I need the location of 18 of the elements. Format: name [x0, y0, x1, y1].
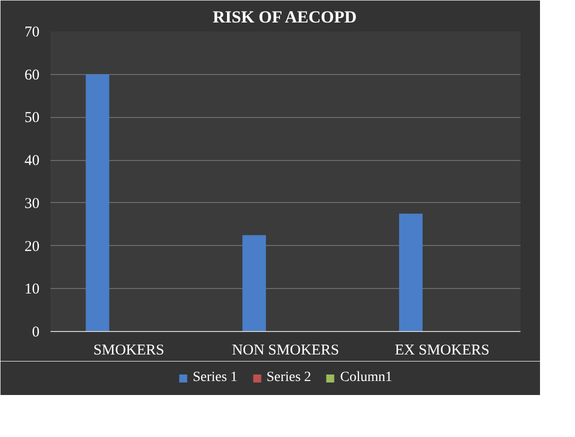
y-tick-label: 30 [24, 196, 40, 212]
bar [86, 74, 110, 332]
y-tick-label: 10 [24, 282, 40, 298]
y-tick-label: 20 [24, 238, 40, 255]
legend-label: Column1 [340, 370, 392, 386]
bar [399, 214, 423, 332]
chart-title: RISK OF AECOPD [212, 8, 357, 26]
y-tick-label: 60 [24, 67, 40, 84]
x-tick-label: SMOKERS [93, 342, 164, 358]
y-tick-label: 50 [24, 110, 40, 126]
y-tick-label: 70 [24, 24, 40, 40]
y-tick-label: 0 [32, 324, 40, 340]
x-tick-label: EX SMOKERS [394, 342, 490, 358]
legend-label: Series 1 [192, 370, 238, 386]
legend-label: Series 2 [266, 370, 312, 386]
x-tick-label: NON SMOKERS [232, 342, 340, 358]
y-tick-label: 40 [24, 153, 40, 170]
bar [242, 235, 266, 332]
